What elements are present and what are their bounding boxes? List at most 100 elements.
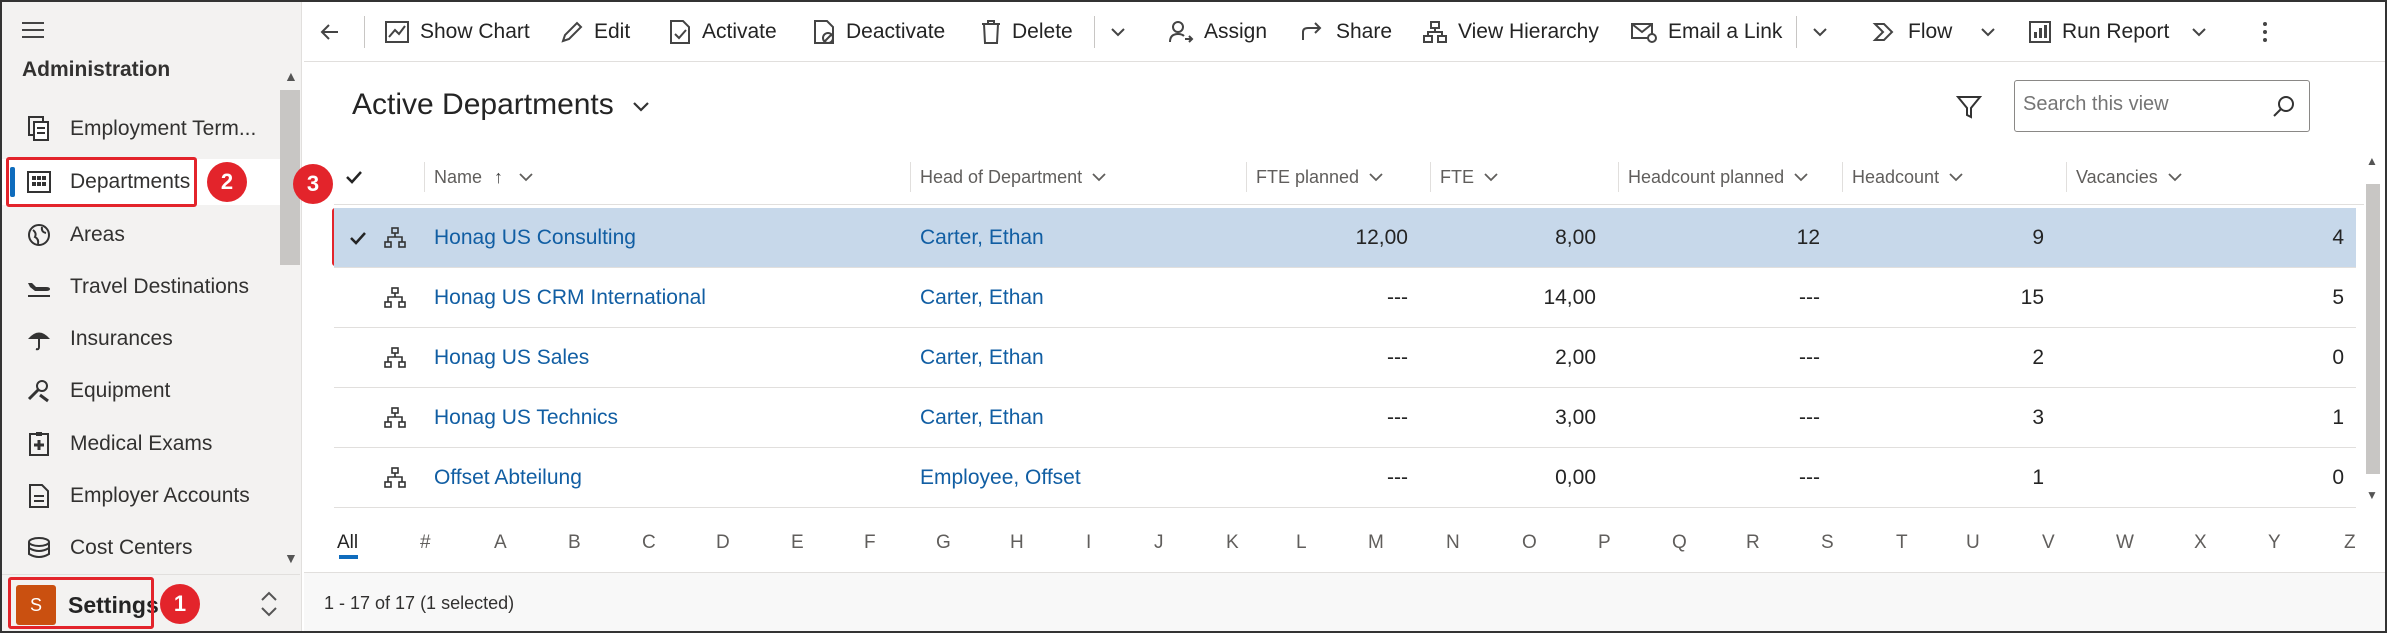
more-options-button[interactable] — [2260, 2, 2280, 62]
jump-letter[interactable]: V — [2042, 532, 2055, 553]
hierarchy-icon[interactable] — [384, 388, 406, 448]
column-header-headcount[interactable]: Headcount — [1852, 150, 1965, 204]
column-header-head-of-department[interactable]: Head of Department — [920, 150, 1108, 204]
select-all-checkbox[interactable] — [344, 150, 364, 204]
sidebar-item-travel-destinations[interactable]: Travel Destinations — [2, 264, 280, 310]
edit-button[interactable]: Edit — [560, 2, 630, 62]
activate-button[interactable]: Activate — [668, 2, 777, 62]
head-of-department-link[interactable]: Carter, Ethan — [920, 226, 1044, 249]
head-of-department-link[interactable]: Employee, Offset — [920, 466, 1081, 489]
view-title[interactable]: Active Departments — [352, 88, 614, 121]
chevron-up-icon[interactable]: ▲ — [2366, 154, 2378, 168]
hierarchy-icon[interactable] — [384, 448, 406, 508]
column-header-headcount-planned[interactable]: Headcount planned — [1628, 150, 1810, 204]
search-icon[interactable] — [2271, 94, 2297, 125]
scrollbar-thumb[interactable] — [2366, 184, 2380, 474]
jump-letter[interactable]: E — [791, 532, 804, 553]
column-header-fte[interactable]: FTE — [1440, 150, 1500, 204]
delete-button[interactable]: Delete — [980, 2, 1073, 62]
jump-letter[interactable]: U — [1966, 532, 1980, 553]
jump-letter[interactable]: P — [1598, 532, 1611, 553]
column-header-name[interactable]: Name ↑ — [434, 150, 535, 204]
jump-letter[interactable]: Q — [1672, 532, 1687, 553]
back-button[interactable] — [318, 2, 352, 62]
jump-letter[interactable]: G — [936, 532, 951, 553]
jump-letter[interactable]: K — [1226, 532, 1239, 553]
more-commands-chevron[interactable] — [1108, 2, 1138, 62]
deactivate-button[interactable]: Deactivate — [812, 2, 945, 62]
department-name-link[interactable]: Honag US Sales — [434, 346, 590, 369]
column-header-vacancies[interactable]: Vacancies — [2076, 150, 2184, 204]
jump-letter[interactable]: J — [1154, 532, 1164, 553]
jump-letter[interactable]: O — [1522, 532, 1537, 553]
run-report-button[interactable]: Run Report — [2028, 2, 2219, 62]
jump-letter[interactable]: M — [1368, 532, 1384, 553]
jump-all[interactable]: All — [337, 532, 359, 553]
row-checkbox[interactable] — [348, 208, 368, 268]
department-name-link[interactable]: Honag US CRM International — [434, 286, 706, 309]
hierarchy-icon[interactable] — [384, 268, 406, 328]
table-row[interactable]: Offset Abteilung Employee, Offset --- 0,… — [334, 448, 2356, 508]
flow-button[interactable]: Flow — [1872, 2, 2008, 62]
more-commands-chevron[interactable] — [1810, 2, 1840, 62]
search-input[interactable] — [2023, 93, 2273, 116]
column-header-fte-planned[interactable]: FTE planned — [1256, 150, 1385, 204]
sidebar-item-employer-accounts[interactable]: Employer Accounts — [2, 473, 280, 519]
jump-letter[interactable]: I — [1086, 532, 1092, 553]
chevron-down-icon[interactable]: ▼ — [2366, 488, 2378, 502]
chevron-down-icon[interactable] — [630, 95, 652, 122]
sidebar-item-insurances[interactable]: Insurances — [2, 316, 280, 362]
sidebar-item-medical-exams[interactable]: Medical Exams — [2, 421, 280, 467]
jump-letter[interactable]: Y — [2268, 532, 2281, 553]
jump-letter[interactable]: D — [716, 532, 730, 553]
sidebar-item-areas[interactable]: Areas — [2, 212, 280, 258]
jump-letter[interactable]: H — [1010, 532, 1024, 553]
jump-letter[interactable]: N — [1446, 532, 1460, 553]
jump-letter[interactable]: L — [1296, 532, 1307, 553]
flow-icon — [1872, 23, 1894, 41]
share-button[interactable]: Share — [1300, 2, 1392, 62]
jump-letter[interactable]: R — [1746, 532, 1760, 553]
sidebar-item-cost-centers[interactable]: Cost Centers — [2, 525, 280, 571]
grid-scrollbar[interactable]: ▲ ▼ — [2362, 150, 2384, 510]
table-row[interactable]: Honag US Sales Carter, Ethan --- 2,00 --… — [334, 328, 2356, 388]
head-of-department-link[interactable]: Carter, Ethan — [920, 286, 1044, 309]
jump-letter[interactable]: B — [568, 532, 581, 553]
chevron-updown-icon[interactable] — [257, 589, 281, 619]
head-of-department-link[interactable]: Carter, Ethan — [920, 346, 1044, 369]
view-hierarchy-button[interactable]: View Hierarchy — [1422, 2, 1599, 62]
deactivate-icon — [814, 20, 834, 44]
jump-letter[interactable]: F — [864, 532, 876, 553]
jump-letter[interactable]: Z — [2344, 532, 2356, 553]
jump-letter[interactable]: T — [1896, 532, 1908, 553]
sidebar-scrollbar[interactable] — [280, 90, 300, 265]
hierarchy-icon[interactable] — [384, 208, 406, 268]
jump-letter[interactable]: # — [420, 532, 431, 553]
chevron-down-icon — [1092, 173, 1106, 182]
chevron-up-icon[interactable]: ▲ — [284, 68, 298, 84]
table-row[interactable]: Honag US Consulting Carter, Ethan 12,00 … — [334, 208, 2356, 268]
show-chart-button[interactable]: Show Chart — [384, 2, 530, 62]
sidebar-item-equipment[interactable]: Equipment — [2, 368, 280, 414]
assign-button[interactable]: Assign — [1168, 2, 1267, 62]
table-row[interactable]: Honag US CRM International Carter, Ethan… — [334, 268, 2356, 328]
sidebar-item-employment-terms[interactable]: Employment Term... — [2, 106, 280, 152]
jump-letter[interactable]: S — [1821, 532, 1834, 553]
jump-letter[interactable]: C — [642, 532, 656, 553]
filter-icon[interactable] — [1955, 94, 1983, 125]
hamburger-menu-icon[interactable] — [22, 22, 48, 42]
chevron-down-icon[interactable]: ▼ — [284, 550, 298, 566]
search-field[interactable] — [2014, 80, 2310, 132]
department-name-link[interactable]: Honag US Consulting — [434, 226, 636, 249]
email-link-button[interactable]: Email a Link — [1630, 2, 1782, 62]
department-name-link[interactable]: Offset Abteilung — [434, 466, 582, 489]
head-of-department-link[interactable]: Carter, Ethan — [920, 406, 1044, 429]
department-name-link[interactable]: Honag US Technics — [434, 406, 619, 429]
jump-letter[interactable]: W — [2116, 532, 2134, 553]
hierarchy-icon[interactable] — [384, 328, 406, 388]
table-row[interactable]: Honag US Technics Carter, Ethan --- 3,00… — [334, 388, 2356, 448]
documents-icon — [24, 114, 54, 144]
sort-ascending-icon: ↑ — [494, 166, 504, 187]
jump-letter[interactable]: A — [494, 532, 507, 553]
jump-letter[interactable]: X — [2194, 532, 2207, 553]
